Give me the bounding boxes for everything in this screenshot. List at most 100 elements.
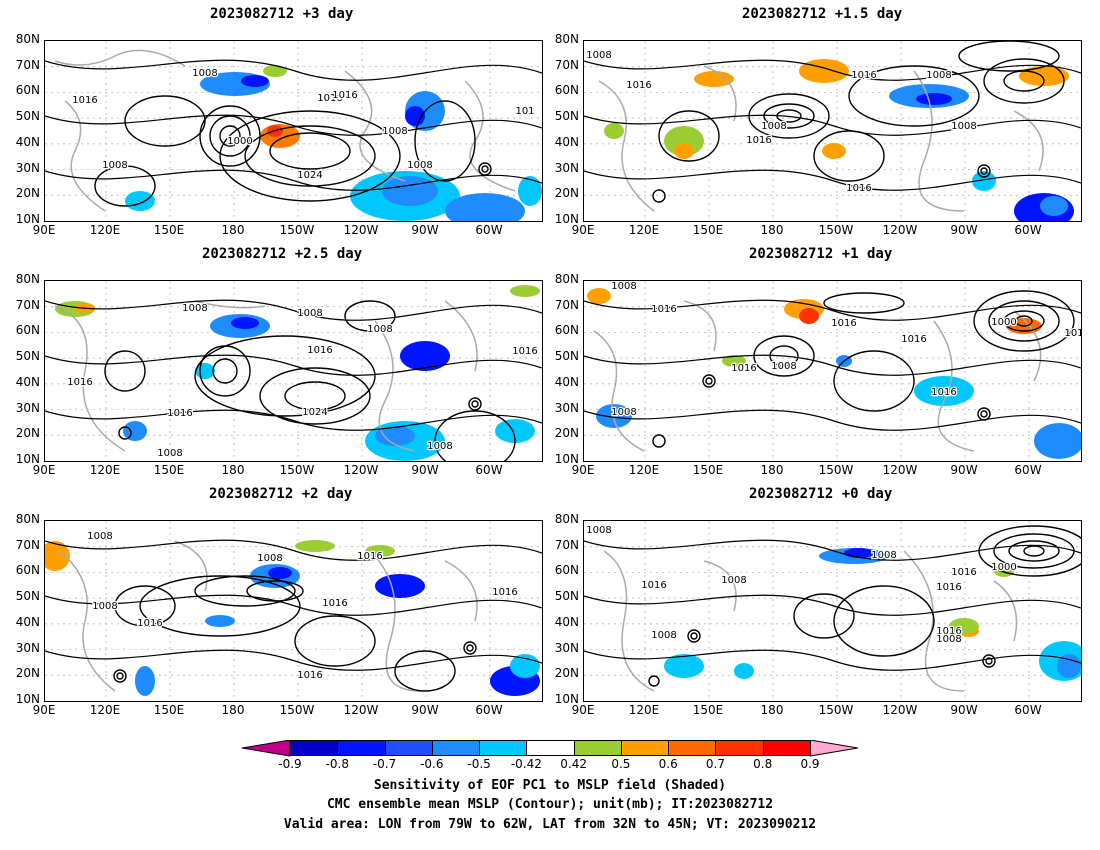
contour-label: 1016 — [492, 587, 517, 598]
mslp-contour — [463, 641, 477, 655]
contour-label: 1016 — [317, 93, 342, 104]
mslp-contour — [813, 130, 885, 182]
lon-tick-label: 150W — [818, 703, 854, 717]
colorbar-tick-label: 0.8 — [753, 757, 773, 771]
contour-label: 1008 — [871, 550, 896, 561]
sensitivity-shading — [518, 176, 542, 206]
mslp-contour — [687, 629, 701, 643]
sensitivity-shading — [375, 426, 415, 446]
sensitivity-shading — [295, 540, 335, 552]
contour-label: 1016 — [731, 363, 756, 374]
mslp-contour — [414, 100, 476, 182]
contour-label: 1016 — [492, 587, 517, 598]
sensitivity-shading — [263, 65, 287, 77]
panel-title: 2023082712 +3 day — [210, 6, 354, 22]
lat-tick-label: 10N — [554, 692, 579, 706]
sensitivity-shading — [123, 421, 147, 441]
contour-label: 1024 — [297, 170, 322, 181]
sensitivity-shading — [694, 71, 734, 87]
mslp-contour — [219, 125, 241, 147]
lon-tick-label: 120E — [628, 703, 660, 717]
lat-tick-label: 50N — [554, 349, 579, 364]
mslp-contour — [988, 300, 1060, 342]
map-plot: 1008 1016 1016 1016 1024 1008 1016 1008 1008 1008 — [45, 281, 542, 461]
mslp-contour — [983, 58, 1065, 104]
colorbar-segment — [668, 740, 717, 756]
lon-tick-label: 120W — [882, 703, 918, 717]
mslp-contour — [194, 575, 296, 607]
lon-tick-label: 90W — [411, 703, 439, 717]
sensitivity-shading — [445, 193, 525, 221]
sensitivity-shading — [722, 355, 746, 367]
sensitivity-shading — [1057, 654, 1081, 678]
lon-tick-label: 180 — [760, 463, 784, 477]
mslp-contour — [980, 167, 988, 175]
mslp-contour — [118, 426, 132, 440]
lat-tick-label: 50N — [15, 349, 40, 364]
lat-tick-label: 30N — [15, 160, 40, 175]
colorbar-segment — [573, 740, 622, 756]
lon-tick-label: 180 — [760, 223, 784, 237]
mslp-contour — [763, 103, 815, 129]
contour-label: 1016 — [651, 304, 676, 315]
lon-tick-label: 150E — [153, 463, 185, 477]
colorbar-segment — [431, 740, 481, 756]
sensitivity-shading — [914, 376, 974, 406]
contour-label: 1008 — [297, 308, 322, 319]
mslp-contour — [194, 335, 376, 417]
mslp-contour — [104, 350, 146, 392]
contour-label: 1024 — [302, 407, 327, 418]
contour-label: 101 — [1064, 328, 1081, 339]
mslp-contour — [584, 409, 1081, 431]
colorbar-tick-label: 0.9 — [800, 757, 820, 771]
mslp-contour — [823, 292, 905, 314]
mslp-contour — [584, 299, 1081, 321]
contour-label: 1008 — [926, 70, 951, 81]
mslp-contour — [980, 410, 988, 418]
colorbar-segment — [384, 740, 433, 756]
lon-tick-label: 150W — [818, 223, 854, 237]
contour-label: 1016 — [936, 582, 961, 593]
lon-tick-label: 90E — [32, 223, 56, 237]
mslp-contour — [584, 649, 1081, 671]
sensitivity-shading — [799, 59, 849, 83]
contour-label: 1016 — [846, 183, 871, 194]
mslp-contour — [269, 132, 351, 170]
map-panel: 1008 1016 1008 1016 1016 1016 1008 1016 1016 — [44, 520, 543, 702]
mslp-contour — [1003, 70, 1045, 92]
contour-label: 1008 — [407, 160, 432, 171]
map-plot: 1008 1016 1008 1016 1016 1000 1016 1008 1016 101 — [584, 281, 1081, 461]
mslp-contour — [973, 290, 1075, 352]
lon-tick-label: 150E — [692, 703, 724, 717]
colorbar-segment — [762, 740, 811, 756]
lat-tick-label: 60N — [554, 563, 579, 578]
lat-tick-label: 80N — [554, 32, 579, 46]
colorbar-tick-label: 0.7 — [705, 757, 725, 771]
contour-label: 1008 — [427, 441, 452, 452]
contour-label: 1008 — [721, 575, 746, 586]
lon-tick-label: 150E — [692, 463, 724, 477]
lon-tick-label: 150W — [279, 463, 315, 477]
mslp-contour — [584, 354, 1081, 376]
lon-tick-label: 60W — [475, 463, 503, 477]
lon-tick-label: 120W — [343, 703, 379, 717]
colorbar-high-arrow — [809, 740, 859, 757]
lat-tick-label: 20N — [554, 426, 579, 441]
lat-tick-label: 20N — [554, 666, 579, 681]
mslp-contour — [113, 669, 127, 683]
contour-label: 1008 — [257, 553, 282, 564]
lon-tick-label: 60W — [1014, 463, 1042, 477]
colorbar-segment — [290, 740, 339, 756]
contour-label: 101 — [515, 106, 534, 117]
colorbar-tick-label: -0.8 — [325, 757, 349, 771]
colorbar-tick-label: -0.42 — [510, 757, 542, 771]
lat-tick-label: 80N — [15, 512, 40, 526]
lon-tick-label: 120W — [343, 223, 379, 237]
lat-tick-label: 30N — [15, 400, 40, 415]
coastline — [598, 65, 1044, 212]
lat-tick-label: 10N — [554, 452, 579, 466]
contour-label: 1008 — [951, 121, 976, 132]
sensitivity-shading — [664, 654, 704, 678]
lon-tick-label: 60W — [1014, 703, 1042, 717]
sensitivity-shading — [231, 317, 259, 329]
